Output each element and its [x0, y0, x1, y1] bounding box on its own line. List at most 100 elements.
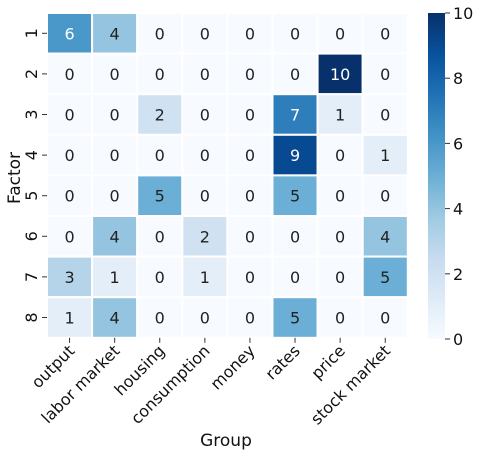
- x-tick-label: rates: [262, 341, 304, 383]
- heatmap-cell-label: 0: [245, 227, 255, 246]
- heatmap-cell-label: 6: [64, 24, 74, 43]
- heatmap-cell-label: 9: [290, 146, 300, 165]
- heatmap-cell-label: 7: [290, 106, 300, 125]
- heatmap-cell-label: 0: [380, 106, 390, 125]
- heatmap-cell: [91, 52, 139, 96]
- heatmap-cell-label: 0: [290, 24, 300, 43]
- heatmap-cell-label: 0: [155, 227, 165, 246]
- heatmap-cell-label: 0: [110, 65, 120, 84]
- heatmap-cell-label: 0: [200, 309, 210, 328]
- heatmap-cell: [181, 174, 229, 217]
- heatmap-cell-label: 3: [64, 268, 74, 287]
- heatmap-cell-label: 1: [110, 268, 120, 287]
- heatmap-cell-label: 0: [200, 24, 210, 43]
- heatmap-cell-label: 5: [290, 187, 300, 206]
- y-axis-ticks: 1 2 3 4 5 6 7 8: [22, 28, 47, 323]
- heatmap-cell: [136, 133, 184, 177]
- heatmap-cell-label: 0: [64, 106, 74, 125]
- heatmap-cell-label: 1: [64, 309, 74, 328]
- heatmap-cell-label: 0: [200, 187, 210, 206]
- heatmap-cell: [361, 215, 409, 258]
- y-tick-label: 1: [22, 28, 41, 38]
- heatmap-cell-label: 0: [335, 268, 345, 287]
- y-tick-label: 6: [22, 231, 41, 241]
- heatmap-cell-label: 5: [155, 187, 165, 206]
- heatmap-cell: [226, 215, 274, 258]
- heatmap-cell-label: 4: [380, 227, 390, 246]
- heatmap-cell-label: 10: [330, 65, 350, 84]
- colorbar-gradient: [428, 13, 445, 339]
- heatmap-cell-label: 5: [380, 268, 390, 287]
- heatmap-cell-label: 0: [245, 65, 255, 84]
- heatmap-cell-label: 0: [380, 65, 390, 84]
- heatmap-grid: 6 4 0 0 0 0 0 00 0 0 0 0 0 10 00 0 2 0 0 7 1 00 0 0 0 0 9 0 10 0 5 0 0 5 0…: [46, 12, 409, 339]
- heatmap-cell: [361, 255, 409, 299]
- heatmap-cell-label: 0: [380, 24, 390, 43]
- x-tick-label: labor market: [37, 341, 123, 427]
- heatmap-cell-label: 0: [200, 65, 210, 84]
- heatmap-cell-label: 0: [245, 309, 255, 328]
- heatmap-cell: [361, 296, 409, 339]
- heatmap-cell-label: 0: [155, 268, 165, 287]
- heatmap-cell-label: 0: [110, 106, 120, 125]
- heatmap-cell-label: 1: [200, 268, 210, 287]
- heatmap-cell: [361, 93, 409, 136]
- heatmap-cell-label: 0: [110, 187, 120, 206]
- y-tick-label: 2: [22, 69, 41, 79]
- heatmap-cell-label: 0: [155, 146, 165, 165]
- heatmap-cell-label: 4: [110, 309, 120, 328]
- heatmap-cell: [361, 52, 409, 96]
- heatmap-cell-label: 0: [200, 106, 210, 125]
- heatmap-cell-label: 0: [64, 187, 74, 206]
- heatmap-cell-label: 0: [245, 24, 255, 43]
- heatmap-cell-label: 0: [335, 227, 345, 246]
- heatmap-cell-label: 4: [110, 227, 120, 246]
- heatmap-cell: [226, 133, 274, 177]
- heatmap-cell-label: 1: [335, 106, 345, 125]
- y-axis-title: Factor: [5, 152, 25, 204]
- heatmap-cell: [181, 93, 229, 136]
- heatmap-cell-label: 0: [335, 309, 345, 328]
- heatmap-cell: [226, 296, 274, 339]
- heatmap-cell: [316, 133, 364, 177]
- heatmap-cell-label: 0: [245, 106, 255, 125]
- colorbar-ticks: 0 2 4 6 8 10: [445, 4, 473, 349]
- heatmap-cell: [271, 255, 319, 299]
- colorbar-tick-label: 6: [453, 134, 463, 153]
- heatmap-cell-label: 0: [64, 227, 74, 246]
- x-tick-label: stock market: [307, 341, 394, 428]
- heatmap-cell-label: 0: [245, 268, 255, 287]
- colorbar-tick-label: 10: [453, 4, 473, 23]
- y-tick-label: 3: [22, 109, 41, 119]
- colorbar: 0 2 4 6 8 10: [428, 4, 473, 349]
- colorbar-tick-label: 2: [453, 265, 463, 284]
- heatmap-cell-label: 0: [335, 24, 345, 43]
- heatmap-cell-label: 0: [155, 309, 165, 328]
- x-tick-label: consumption: [127, 341, 214, 428]
- heatmap-cell-label: 2: [200, 227, 210, 246]
- heatmap-cell-label: 0: [64, 65, 74, 84]
- y-tick-label: 8: [22, 312, 41, 322]
- heatmap-cell: [91, 255, 139, 299]
- heatmap-cell-label: 1: [380, 146, 390, 165]
- heatmap-cell: [361, 12, 409, 55]
- colorbar-tick-label: 8: [453, 69, 463, 88]
- heatmap-cell-label: 0: [155, 65, 165, 84]
- heatmap-cell-label: 0: [200, 146, 210, 165]
- heatmap-cell-label: 0: [245, 187, 255, 206]
- heatmap-cell: [136, 93, 184, 136]
- x-axis-title: Group: [200, 431, 252, 451]
- heatmap-cell-label: 2: [155, 106, 165, 125]
- heatmap-cell: [271, 215, 319, 258]
- colorbar-tick-label: 4: [453, 200, 463, 219]
- heatmap-cell: [136, 296, 184, 339]
- x-tick-label: money: [207, 341, 259, 393]
- heatmap-cell-label: 5: [290, 309, 300, 328]
- heatmap-cell: [316, 255, 364, 299]
- heatmap-cell-label: 0: [380, 187, 390, 206]
- heatmap-cell: [181, 52, 229, 96]
- y-tick-label: 5: [22, 191, 41, 201]
- y-tick-label: 4: [22, 150, 41, 160]
- heatmap-cell: [226, 174, 274, 217]
